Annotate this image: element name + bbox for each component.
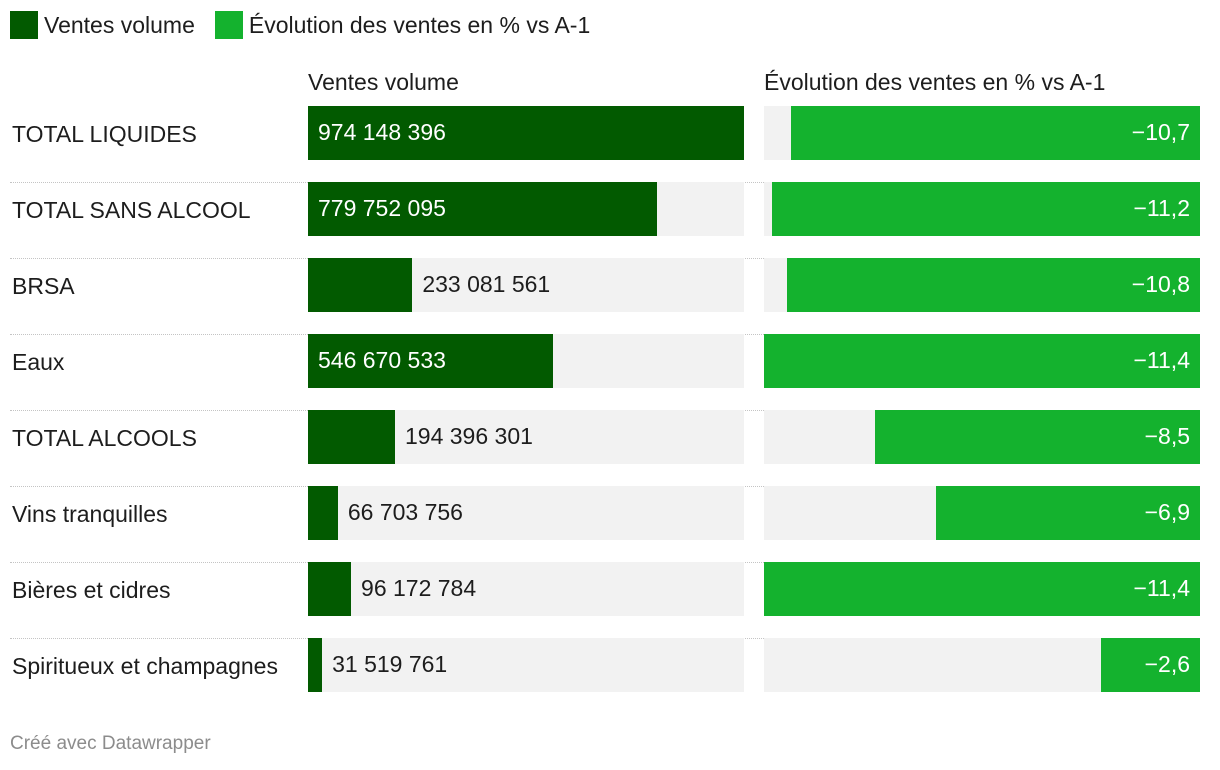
evolution-value-label: −11,4 — [1133, 347, 1191, 373]
row-label: TOTAL SANS ALCOOL — [12, 197, 251, 223]
volume-value-label: 194 396 301 — [405, 423, 533, 449]
evolution-bar — [771, 182, 1200, 236]
volume-track — [308, 638, 744, 692]
evolution-value-label: −6,9 — [1144, 499, 1190, 525]
legend-item-volume: Ventes volume — [10, 11, 195, 39]
table-row: Vins tranquilles 66 703 756 −6,9 — [10, 486, 1200, 563]
table-row: TOTAL SANS ALCOOL 779 752 095 −11,2 — [10, 182, 1200, 259]
evolution-bar — [786, 258, 1200, 312]
evolution-bar — [936, 486, 1200, 540]
evolution-bar — [790, 106, 1200, 160]
volume-value-label: 779 752 095 — [318, 195, 446, 221]
volume-value-label: 66 703 756 — [347, 499, 463, 525]
legend-swatch-evolution — [214, 11, 243, 39]
volume-value-label: 31 519 761 — [332, 651, 448, 677]
evolution-bar — [1100, 638, 1200, 692]
legend: Ventes volume Évolution des ventes en % … — [10, 11, 610, 39]
volume-bar — [308, 410, 395, 464]
row-label: Eaux — [12, 349, 65, 375]
table-row: Spiritueux et champagnes 31 519 761 −2,6 — [10, 638, 1200, 714]
evolution-bar — [764, 562, 1200, 616]
volume-bar — [308, 106, 744, 160]
volume-bar — [308, 638, 323, 692]
volume-bar — [308, 258, 413, 312]
column-header-evolution: Évolution des ventes en % vs A-1 — [764, 69, 1106, 95]
volume-value-label: 974 148 396 — [318, 119, 446, 145]
evolution-bar — [874, 410, 1200, 464]
column-header-volume: Ventes volume — [308, 69, 459, 95]
table-row: BRSA 233 081 561 −10,8 — [10, 258, 1200, 335]
volume-bar — [308, 182, 657, 236]
evolution-value-label: −10,7 — [1131, 119, 1190, 145]
evolution-value-label: −11,2 — [1133, 195, 1191, 221]
legend-item-evolution: Évolution des ventes en % vs A-1 — [214, 11, 591, 39]
evolution-value-label: −2,6 — [1144, 651, 1190, 677]
row-label: BRSA — [12, 273, 75, 299]
volume-bar — [308, 486, 338, 540]
evolution-bar — [764, 334, 1200, 388]
evolution-value-label: −10,8 — [1131, 271, 1190, 297]
row-label: Bières et cidres — [12, 577, 171, 603]
table-row: TOTAL ALCOOLS 194 396 301 −8,5 — [10, 410, 1200, 487]
row-label: Spiritueux et champagnes — [12, 653, 278, 679]
table-row: Bières et cidres 96 172 784 −11,4 — [10, 562, 1200, 639]
volume-track — [308, 486, 744, 540]
evolution-value-label: −8,5 — [1144, 423, 1190, 449]
row-label: TOTAL ALCOOLS — [12, 425, 197, 451]
volume-value-label: 233 081 561 — [422, 271, 551, 297]
legend-swatch-volume — [10, 11, 38, 39]
evolution-value-label: −11,4 — [1133, 575, 1191, 601]
volume-bar — [308, 334, 553, 388]
legend-label-evolution: Évolution des ventes en % vs A-1 — [248, 11, 591, 38]
table-row: Eaux 546 670 533 −11,4 — [10, 334, 1200, 411]
row-label: Vins tranquilles — [12, 501, 168, 527]
volume-value-label: 546 670 533 — [318, 347, 446, 373]
volume-value-label: 96 172 784 — [361, 575, 477, 601]
volume-track — [308, 562, 744, 616]
legend-label-volume: Ventes volume — [44, 11, 195, 38]
table-row: TOTAL LIQUIDES 974 148 396 −10,7 — [10, 106, 1200, 183]
volume-bar — [308, 562, 352, 616]
footer-credit: Créé avec Datawrapper — [10, 733, 211, 754]
row-label: TOTAL LIQUIDES — [12, 121, 197, 147]
